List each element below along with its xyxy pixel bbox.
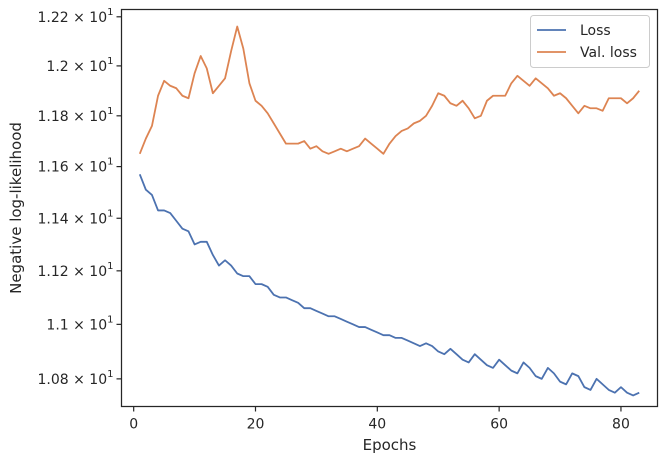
legend-label-val-loss: Val. loss (580, 45, 637, 61)
x-tick-label: 60 (490, 417, 508, 433)
x-axis-label: Epochs (363, 436, 417, 454)
y-tick-label: 1.12 × 101 (38, 261, 114, 280)
y-tick-label: 1.1 × 101 (46, 314, 113, 333)
plot-area-frame (120, 8, 659, 408)
legend-box (530, 15, 650, 68)
y-tick-label: 1.14 × 101 (38, 208, 114, 227)
x-tick-label: 20 (247, 417, 265, 433)
x-tick-label: 0 (129, 417, 138, 433)
x-tick-label: 40 (368, 417, 386, 433)
x-tick-label: 80 (612, 417, 630, 433)
legend: Loss Val. loss (530, 15, 650, 68)
y-tick-label: 1.18 × 101 (38, 106, 114, 125)
y-tick-label: 1.22 × 101 (38, 7, 114, 26)
y-tick-label: 1.2 × 101 (46, 56, 113, 75)
series-line-val-loss (138, 25, 640, 155)
y-tick-label: 1.16 × 101 (38, 157, 114, 176)
legend-label-loss: Loss (580, 23, 611, 39)
series-line-loss (138, 173, 640, 397)
y-axis-label: Negative log-likelihood (7, 122, 25, 294)
y-tick-label: 1.08 × 101 (38, 369, 114, 388)
